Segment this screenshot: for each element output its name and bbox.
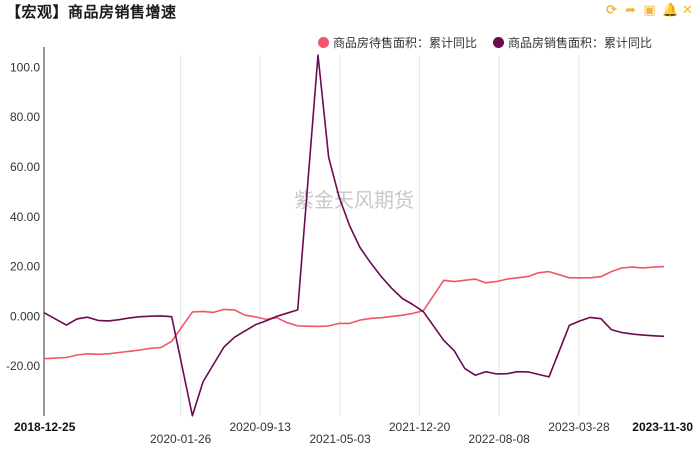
legend-marker-inventory xyxy=(318,37,329,48)
y-tick-label: 100.0 xyxy=(10,60,40,74)
y-tick-label: -20.00 xyxy=(6,359,40,373)
x-tick-label: 2023-11-30 xyxy=(632,420,693,434)
x-tick-label: 2020-09-13 xyxy=(229,420,291,434)
save-image-icon[interactable]: ▣ xyxy=(643,2,656,17)
bell-icon[interactable]: 🔔 xyxy=(662,2,679,17)
watermark-text: 紫金天风期货 xyxy=(294,188,414,212)
chart-legend: 商品房待售面积：累计同比 商品房销售面积：累计同比 xyxy=(318,34,652,51)
y-tick-label: 80.00 xyxy=(10,110,40,124)
legend-label-sales: 商品房销售面积：累计同比 xyxy=(508,36,653,50)
legend-item-inventory[interactable]: 商品房待售面积：累计同比 xyxy=(318,34,477,51)
legend-item-sales[interactable]: 商品房销售面积：累计同比 xyxy=(493,34,652,51)
series-line-sales xyxy=(43,54,665,417)
series-line-inventory xyxy=(43,265,665,360)
share-icon[interactable]: ➦ xyxy=(625,2,636,17)
x-tick-label: 2021-12-20 xyxy=(389,420,451,434)
chart-toolbar: ⟳ ➦ ▣ 🔔 ✕ xyxy=(605,3,694,16)
x-tick-label: 2020-01-26 xyxy=(150,432,212,446)
x-tick-label: 2021-05-03 xyxy=(309,432,371,446)
x-tick-label: 2023-03-28 xyxy=(548,420,610,434)
legend-marker-sales xyxy=(493,37,505,48)
y-tick-label: 0.000 xyxy=(10,309,40,323)
y-tick-label: 20.00 xyxy=(10,260,40,274)
refresh-icon[interactable]: ⟳ xyxy=(606,2,617,17)
series-layer xyxy=(43,54,665,417)
y-tick-label: 40.00 xyxy=(10,210,40,224)
x-tick-label: 2022-08-08 xyxy=(468,432,530,446)
chart-title: 【宏观】商品房销售增速 xyxy=(6,4,177,21)
grid-layer xyxy=(180,55,580,416)
y-tick-label: 60.00 xyxy=(10,160,40,174)
legend-label-inventory: 商品房待售面积：累计同比 xyxy=(333,36,478,50)
tick-label-layer: 2018-12-25 2020-01-26 2020-09-13 2021-05-03… xyxy=(6,60,693,446)
close-icon[interactable]: ✕ xyxy=(682,2,693,17)
x-tick-label: 2018-12-25 xyxy=(14,420,76,434)
